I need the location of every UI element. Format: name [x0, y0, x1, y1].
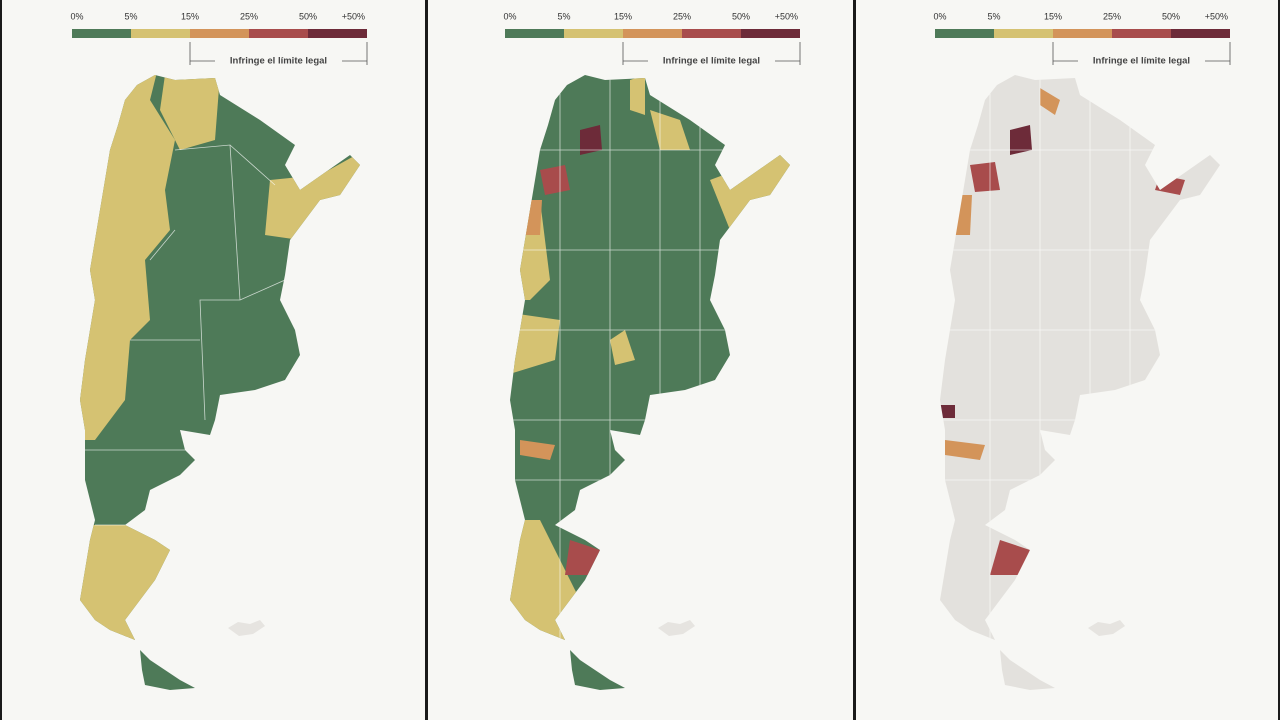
legend-swatch — [564, 29, 623, 38]
legend-bracket — [1052, 42, 1231, 65]
legend-swatch — [249, 29, 308, 38]
legend-bracket — [622, 42, 801, 65]
islands — [1088, 620, 1125, 636]
legend-swatch — [935, 29, 994, 38]
legend-swatch — [1171, 29, 1230, 38]
legend-swatch — [994, 29, 1053, 38]
legend-label: +50% — [775, 11, 798, 21]
legend-note: Infringe el límite legal — [1093, 56, 1190, 67]
legend-label: +50% — [1205, 11, 1228, 21]
legend-swatch — [1112, 29, 1171, 38]
legend-label: 15% — [1044, 11, 1062, 21]
legend-swatch — [190, 29, 249, 38]
legend-label: 25% — [240, 11, 258, 21]
legend-label: 15% — [181, 11, 199, 21]
legend-label: 50% — [732, 11, 750, 21]
legend-label: 50% — [1162, 11, 1180, 21]
legend-bracket — [189, 42, 368, 65]
legend-label: 5% — [987, 11, 1000, 21]
legend-label: 5% — [124, 11, 137, 21]
legend-swatch — [682, 29, 741, 38]
legend-swatch — [131, 29, 190, 38]
legend-note: Infringe el límite legal — [230, 56, 327, 67]
legend-label: 5% — [557, 11, 570, 21]
legend-swatch — [72, 29, 131, 38]
legend-label: 0% — [70, 11, 83, 21]
legend-label: 50% — [299, 11, 317, 21]
legend-swatch — [505, 29, 564, 38]
legend-label: 25% — [673, 11, 691, 21]
legend-label: 25% — [1103, 11, 1121, 21]
legend-swatch — [623, 29, 682, 38]
islands — [658, 620, 695, 636]
islands — [228, 620, 265, 636]
legend-swatch — [741, 29, 800, 38]
legend-note: Infringe el límite legal — [663, 56, 760, 67]
legend-label: 0% — [933, 11, 946, 21]
legend-swatch — [308, 29, 367, 38]
legend-label: 0% — [503, 11, 516, 21]
legend-label: 15% — [614, 11, 632, 21]
legend-swatch — [1053, 29, 1112, 38]
legend-label: +50% — [342, 11, 365, 21]
